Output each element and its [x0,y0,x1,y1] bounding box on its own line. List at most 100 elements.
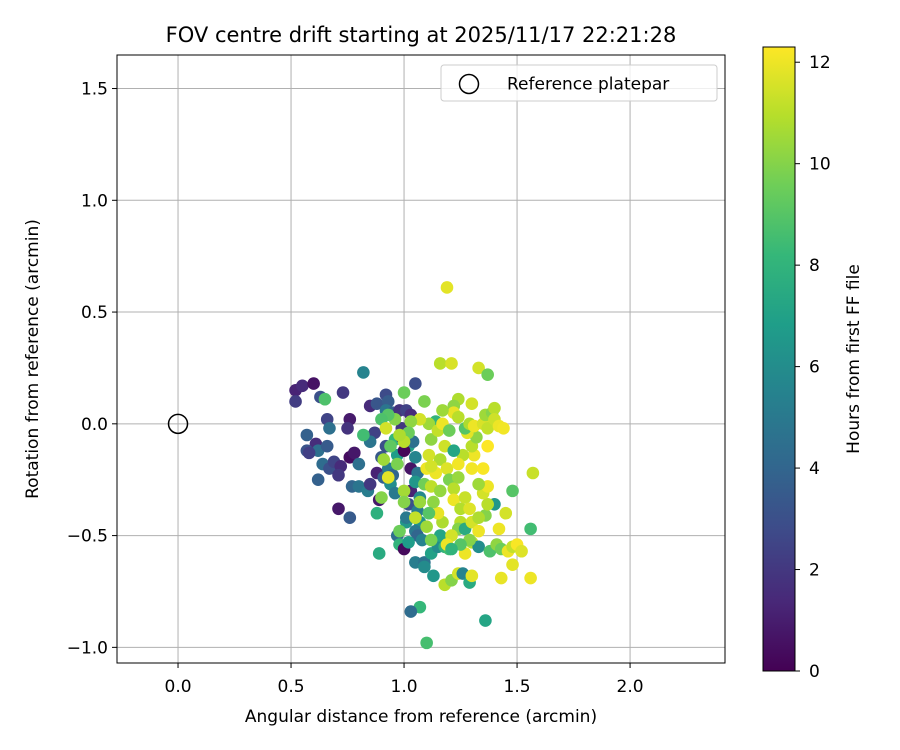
data-point [341,421,354,435]
colorbar-label: Hours from first FF file [844,264,864,454]
data-point [481,439,494,453]
data-point [302,446,316,460]
colorbar-tick-label: 6 [809,358,820,378]
data-point [420,636,433,650]
data-point [420,520,433,533]
legend-label: Reference platepar [507,75,669,95]
data-point [440,462,454,475]
colorbar-tick-label: 12 [809,53,831,73]
data-point [375,491,388,504]
x-axis-ticks: 0.0 0.5 1.0 1.5 2.0 [165,663,644,697]
y-tick-label: 0.5 [81,303,108,323]
data-point [465,569,479,583]
data-point [377,453,391,466]
data-point [424,533,438,547]
data-point [433,453,447,466]
data-point [352,457,366,471]
colorbar-tick-label: 4 [809,459,820,479]
data-point [311,473,325,487]
data-point [370,506,384,520]
data-point [479,614,492,627]
y-tick-label: 1.5 [81,80,108,100]
data-point [370,397,384,411]
data-point [445,542,458,556]
data-point [320,439,334,453]
data-point [363,477,377,491]
data-point [404,605,418,618]
data-point [427,495,440,509]
data-point [481,497,494,511]
x-tick-label: 0.0 [165,677,192,697]
reference-marker [167,413,189,435]
data-point [424,433,438,446]
data-point [296,379,309,393]
data-point [506,558,519,571]
data-point [336,386,350,399]
data-point [472,524,485,538]
x-axis-label: Angular distance from reference (arcmin) [245,707,597,727]
data-point [357,428,370,442]
data-point [451,457,465,471]
colorbar-tick-label: 10 [809,155,831,175]
colorbar-tick-label: 0 [809,662,820,682]
data-point [431,506,445,520]
x-tick-label: 1.5 [504,677,531,697]
data-point [524,571,537,585]
data-point [451,410,465,424]
data-point [526,466,540,480]
data-point [494,571,508,585]
data-point [463,502,476,516]
y-tick-label: −0.5 [67,527,108,547]
data-point [332,468,345,482]
data-point [472,361,485,375]
x-tick-label: 2.0 [617,677,644,697]
data-point [409,451,422,464]
data-point [397,484,411,498]
colorbar: 0 2 4 6 8 10 12 Hours from first FF file [762,46,864,682]
data-point [400,511,413,525]
colorbar-gradient [762,46,796,672]
data-point [447,444,461,457]
legend: Reference platepar [440,64,718,102]
data-point [318,392,332,406]
data-point [465,397,479,411]
y-tick-label: −1.0 [67,638,108,658]
y-axis-ticks: 1.5 1.0 0.5 0.0 −0.5 −1.0 [67,80,117,658]
data-point [458,491,472,504]
data-points [289,281,540,650]
x-tick-label: 0.5 [278,677,305,697]
y-axis-label: Rotation from reference (arcmin) [23,219,43,499]
data-point [472,540,485,554]
data-point [332,502,345,516]
data-point [413,495,427,509]
data-point [506,484,519,498]
data-point [343,511,357,525]
data-point [300,428,314,442]
data-point [492,522,506,536]
data-point [427,569,440,583]
data-point [472,511,485,525]
legend-box [440,64,718,102]
data-point [384,439,397,453]
data-point [379,421,393,435]
colorbar-ticks: 0 2 4 6 8 10 12 [795,53,831,682]
data-point [307,377,320,390]
y-tick-label: 1.0 [81,191,108,211]
data-point [447,493,461,507]
data-point [497,421,510,435]
data-point [481,368,494,381]
data-point [289,395,302,408]
legend-marker [458,73,480,95]
data-point [454,502,467,516]
data-point [381,471,395,484]
chart-title: FOV centre drift starting at 2025/11/17 … [166,23,677,47]
data-point [323,421,336,435]
data-point [442,424,456,437]
data-point [445,357,458,370]
data-point [440,281,454,294]
data-point [348,446,361,460]
colorbar-tick-label: 2 [809,561,820,581]
x-tick-label: 1.0 [391,677,418,697]
y-tick-label: 0.0 [81,415,108,435]
